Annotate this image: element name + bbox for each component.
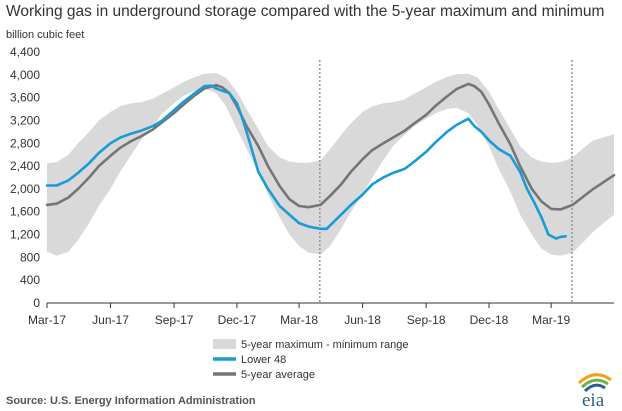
x-tick-label: Dec-18 [470,313,509,327]
marker-layer [318,60,573,303]
logo-arc-blue [583,383,606,393]
x-tick-label: Jun-17 [92,313,129,327]
y-axis-unit-label: billion cubic feet [6,29,85,41]
range-band-area [47,73,614,256]
series-line-5-year-average [45,82,616,211]
series-line-layer [45,82,616,240]
source-note: Source: U.S. Energy Information Administ… [6,395,256,407]
y-tick-label: 800 [20,250,40,264]
axis-layer: 0 400 800 1,200 1,600 2,000 2,400 2,800 3,200 3,6… [10,45,614,327]
logo-arc-orange [577,373,612,385]
x-tick-label: Mar-17 [28,313,66,327]
logo-arc-green [580,378,609,389]
y-tick-label: 3,200 [10,113,40,127]
y-tick-label: 3,600 [10,91,40,105]
y-tick-label: 0 [33,296,40,310]
y-tick-label: 2,800 [10,136,40,150]
legend-label: 5-year average [241,369,315,381]
x-tick-label: Mar-19 [532,313,570,327]
y-tick-label: 4,400 [10,45,40,59]
y-tick-label: 1,600 [10,205,40,219]
legend-swatch-range [213,339,236,349]
logo-text: eia [582,390,605,408]
x-tick-label: Sep-17 [155,313,194,327]
range-band-layer [47,73,614,256]
legend-label: Lower 48 [241,354,286,366]
x-tick-label: Jun-18 [344,313,381,327]
series-line-lower-48 [45,84,567,240]
x-tick-label: Dec-17 [218,313,257,327]
legend-label: 5-year maximum - minimum range [241,339,408,351]
y-tick-label: 400 [20,273,40,287]
eia-logo: eia [577,373,612,408]
legend: 5-year maximum - minimum range Lower 48 5-… [213,339,408,381]
y-tick-label: 2,000 [10,182,40,196]
x-tick-label: Mar-18 [280,313,318,327]
x-tick-label: Sep-18 [407,313,446,327]
y-tick-label: 2,400 [10,159,40,173]
y-tick-label: 4,000 [10,68,40,82]
chart-title: Working gas in underground storage compa… [6,3,605,20]
y-tick-label: 1,200 [10,228,40,242]
